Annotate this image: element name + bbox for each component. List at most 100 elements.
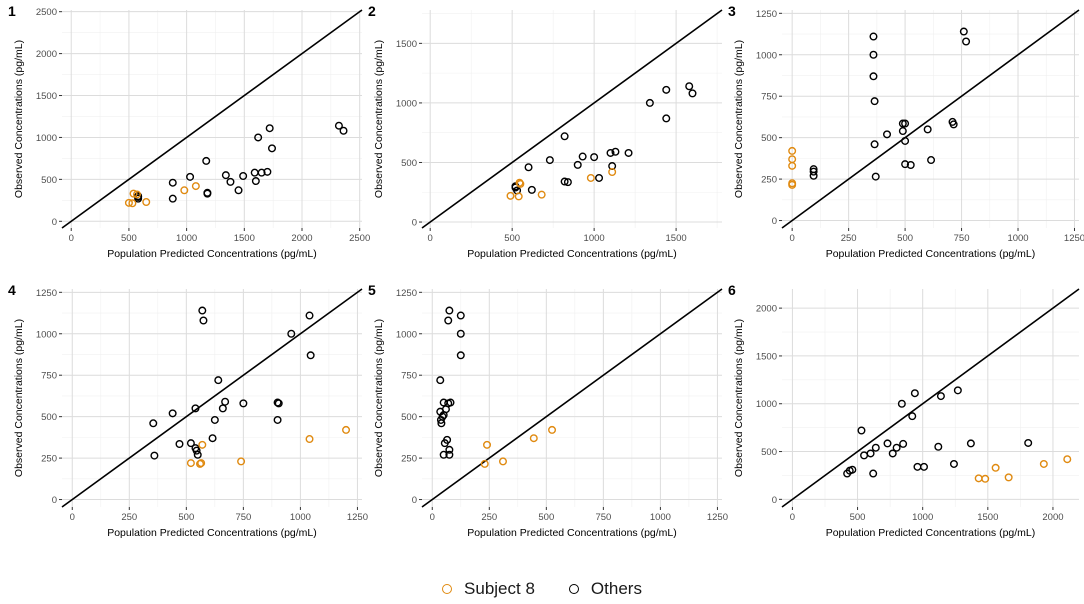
panel-2-point-others-8 — [563, 178, 572, 187]
panel-1: 0 500 1000 1500 2000 2500 0 500 1000 1500 2000 2500… — [8, 3, 370, 260]
panel-3-point-others-4 — [869, 50, 878, 59]
panel-2-point-others-17 — [645, 98, 654, 107]
panel-3-point-others-8 — [871, 172, 880, 181]
panel-2-point-others-9 — [573, 160, 582, 169]
panel-3: 0 250 500 750 1000 1250 0 250 500 750 1000 1250 3 Pop… — [728, 3, 1084, 260]
panel-1-point-others-9 — [221, 171, 230, 180]
panel-3-identity-line — [781, 9, 1080, 229]
legend-label-others: Others — [590, 579, 642, 598]
panel-5-point-others-4 — [438, 412, 447, 421]
panel-1-point-others-20 — [334, 121, 343, 130]
panel-2-point-subject8-4 — [537, 190, 546, 199]
panel-1-ytick-label-3: 1500 — [36, 91, 57, 102]
panel-5-xtick-label-2: 500 — [538, 512, 554, 523]
panel-1-point-subject8-1 — [128, 199, 137, 208]
panel-2-point-others-11 — [590, 153, 599, 162]
panel-1-xtick-label-0: 0 — [69, 233, 74, 244]
panel-4-point-others-22 — [306, 351, 315, 360]
panel-5-label: 5 — [368, 282, 376, 298]
panel-1-point-others-19 — [268, 144, 277, 153]
panel-4-point-subject8-3 — [198, 440, 207, 449]
panel-6-point-others-13 — [908, 412, 917, 421]
panel-2-xtick-label-2: 1000 — [584, 233, 605, 244]
panel-5-xlabel: Population Predicted Concentrations (pg/… — [467, 527, 677, 539]
panel-6-point-others-14 — [910, 389, 919, 398]
panel-2-point-others-10 — [578, 152, 587, 161]
panel-6-point-others-17 — [934, 442, 943, 451]
panel-6-label: 6 — [728, 282, 736, 298]
panel-1-point-others-2 — [134, 194, 143, 203]
panel-5-ytick-label-4: 1000 — [396, 329, 417, 340]
panel-1-xtick-label-3: 1500 — [234, 233, 255, 244]
panel-5-ytick-label-0: 0 — [412, 495, 417, 506]
panel-2-point-others-4 — [527, 185, 536, 194]
panel-6-point-others-18 — [936, 392, 945, 401]
panel-5-ytick-label-3: 750 — [401, 371, 417, 382]
panel-5-point-others-16 — [446, 398, 455, 407]
panel-4-point-others-1 — [150, 451, 159, 460]
panel-1-label: 1 — [8, 3, 16, 19]
panel-1-point-others-8 — [203, 189, 212, 198]
panel-2-identity-line — [421, 9, 723, 229]
panel-1-point-others-3 — [168, 178, 177, 187]
panel-6-identity-line — [781, 288, 1080, 508]
panel-6-point-others-16 — [919, 462, 928, 471]
panel-3-ylabel: Observed Concentrations (pg/mL) — [733, 40, 745, 198]
panel-3-point-others-1 — [809, 167, 818, 176]
panel-4-ytick-label-2: 500 — [41, 412, 57, 423]
panel-4-point-others-5 — [191, 404, 200, 413]
panel-2-ytick-label-2: 1000 — [396, 98, 417, 109]
panel-6-point-others-11 — [897, 399, 906, 408]
panel-5-xtick-label-4: 1000 — [650, 512, 671, 523]
panel-3-xtick-label-5: 1250 — [1064, 233, 1084, 244]
panel-6-point-others-3 — [857, 426, 866, 435]
panel-6-ylabel: Observed Concentrations (pg/mL) — [733, 319, 745, 477]
panel-1-point-others-15 — [254, 133, 263, 142]
panel-6-ytick-label-2: 1000 — [756, 399, 777, 410]
panel-4-xtick-label-5: 1250 — [347, 512, 368, 523]
panel-5-point-others-19 — [456, 351, 465, 360]
panel-6-point-subject8-3 — [1004, 473, 1013, 482]
panel-4-point-others-19 — [273, 415, 282, 424]
panel-4-ytick-label-5: 1250 — [36, 288, 57, 299]
panel-5-point-subject8-3 — [529, 434, 538, 443]
panel-6: 0 500 1000 1500 2000 0 500 1000 1500 2000 6 Populat… — [728, 282, 1080, 539]
panel-2-label: 2 — [368, 3, 376, 19]
panel-5-point-others-18 — [456, 329, 465, 338]
panel-1-point-others-5 — [186, 172, 195, 181]
panel-3-point-others-3 — [869, 32, 878, 41]
panel-5-point-others-11 — [444, 316, 453, 325]
panel-3-xlabel: Population Predicted Concentrations (pg/… — [826, 248, 1036, 260]
panel-6-xtick-label-3: 1500 — [977, 512, 998, 523]
panel-1-point-others-17 — [263, 167, 272, 176]
panel-1-point-subject8-5 — [180, 186, 189, 195]
panel-4-label: 4 — [8, 282, 16, 298]
panel-6-point-others-19 — [949, 459, 958, 468]
panel-6-point-others-7 — [871, 443, 880, 452]
panel-5-ytick-label-1: 250 — [401, 454, 417, 465]
panel-2-point-others-19 — [662, 114, 671, 123]
panel-4-point-others-2 — [168, 409, 177, 418]
panel-3-ytick-label-4: 1000 — [756, 50, 777, 61]
panel-4-point-subject8-5 — [305, 435, 314, 444]
panel-2-point-others-20 — [685, 82, 694, 91]
panel-4-point-others-9 — [198, 306, 207, 315]
panel-6-point-subject8-1 — [981, 474, 990, 483]
panel-5-ytick-label-2: 500 — [401, 412, 417, 423]
panel-5-point-others-13 — [445, 306, 454, 315]
panel-6-point-others-9 — [888, 449, 897, 458]
panel-4-point-others-16 — [239, 399, 248, 408]
panel-2: 0 500 1000 1500 0 500 1000 1500 2 Population Pred… — [368, 3, 723, 260]
panel-2-ylabel: Observed Concentrations (pg/mL) — [373, 40, 385, 198]
panel-4-ytick-label-3: 750 — [41, 371, 57, 382]
panel-2-xlabel: Population Predicted Concentrations (pg/… — [467, 248, 677, 260]
panel-5-xtick-label-3: 750 — [595, 512, 611, 523]
panel-5-point-others-14 — [445, 445, 454, 454]
panel-2-point-others-13 — [606, 148, 615, 157]
panel-1-point-others-12 — [239, 172, 248, 181]
panel-3-ytick-label-0: 0 — [772, 216, 777, 227]
panel-1-ytick-label-5: 2500 — [36, 7, 57, 18]
legend-label-subject8: Subject 8 — [464, 579, 535, 598]
panel-3-point-others-7 — [870, 140, 879, 149]
